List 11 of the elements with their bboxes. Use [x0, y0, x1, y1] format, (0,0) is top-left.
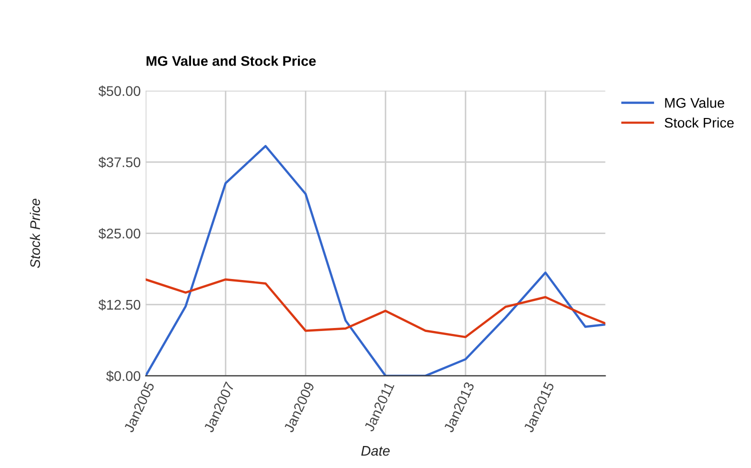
y-tick-label: $12.50 — [98, 299, 140, 311]
line-series — [146, 278, 606, 338]
y-tick-label: $25.00 — [98, 228, 140, 240]
y-tick-label: $50.00 — [98, 86, 140, 97]
y-tick-label: $0.00 — [106, 370, 140, 382]
x-axis-title: Date — [361, 446, 390, 456]
legend-label: MG Value — [665, 98, 724, 108]
legend-label: Stock Price — [664, 117, 734, 128]
y-axis-title: Stock Price — [30, 198, 40, 268]
y-tick-label: $37.50 — [98, 156, 140, 168]
chart-title: MG Value and Stock Price — [146, 56, 316, 66]
